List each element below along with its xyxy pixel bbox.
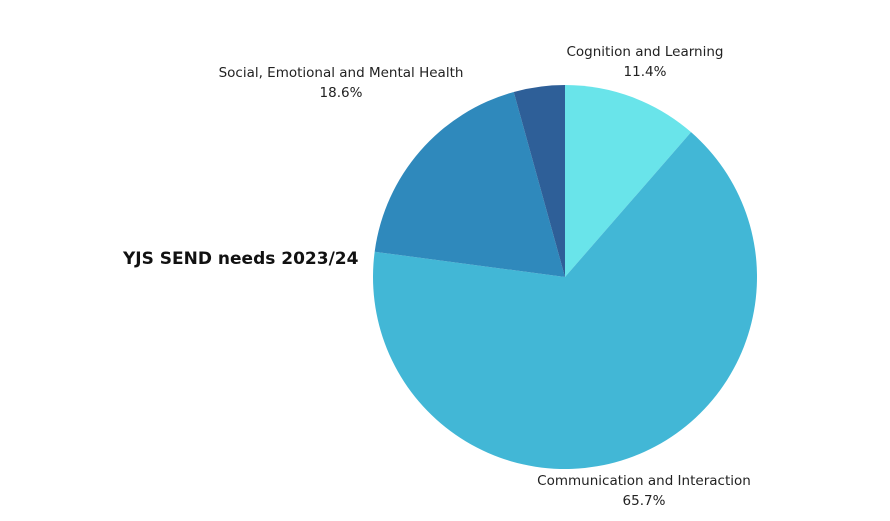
slice-label-2: Social, Emotional and Mental Health	[219, 65, 464, 81]
slice-label-1: Communication and Interaction	[537, 473, 751, 489]
pie-labels: Cognition and Learning 11.4% Communication…	[219, 44, 751, 509]
pie-slice-1	[373, 132, 758, 470]
pie-slice-3	[513, 85, 565, 277]
slice-value-2: 18.6%	[320, 85, 363, 101]
slice-value-1: 65.7%	[623, 493, 666, 509]
pie-slice-0	[565, 85, 692, 277]
pie-slices	[373, 85, 758, 470]
pie-slice-2	[374, 91, 565, 277]
slice-value-0: 11.4%	[624, 64, 667, 80]
slice-label-0: Cognition and Learning	[566, 44, 723, 60]
chart-title: YJS SEND needs 2023/24	[123, 249, 359, 269]
